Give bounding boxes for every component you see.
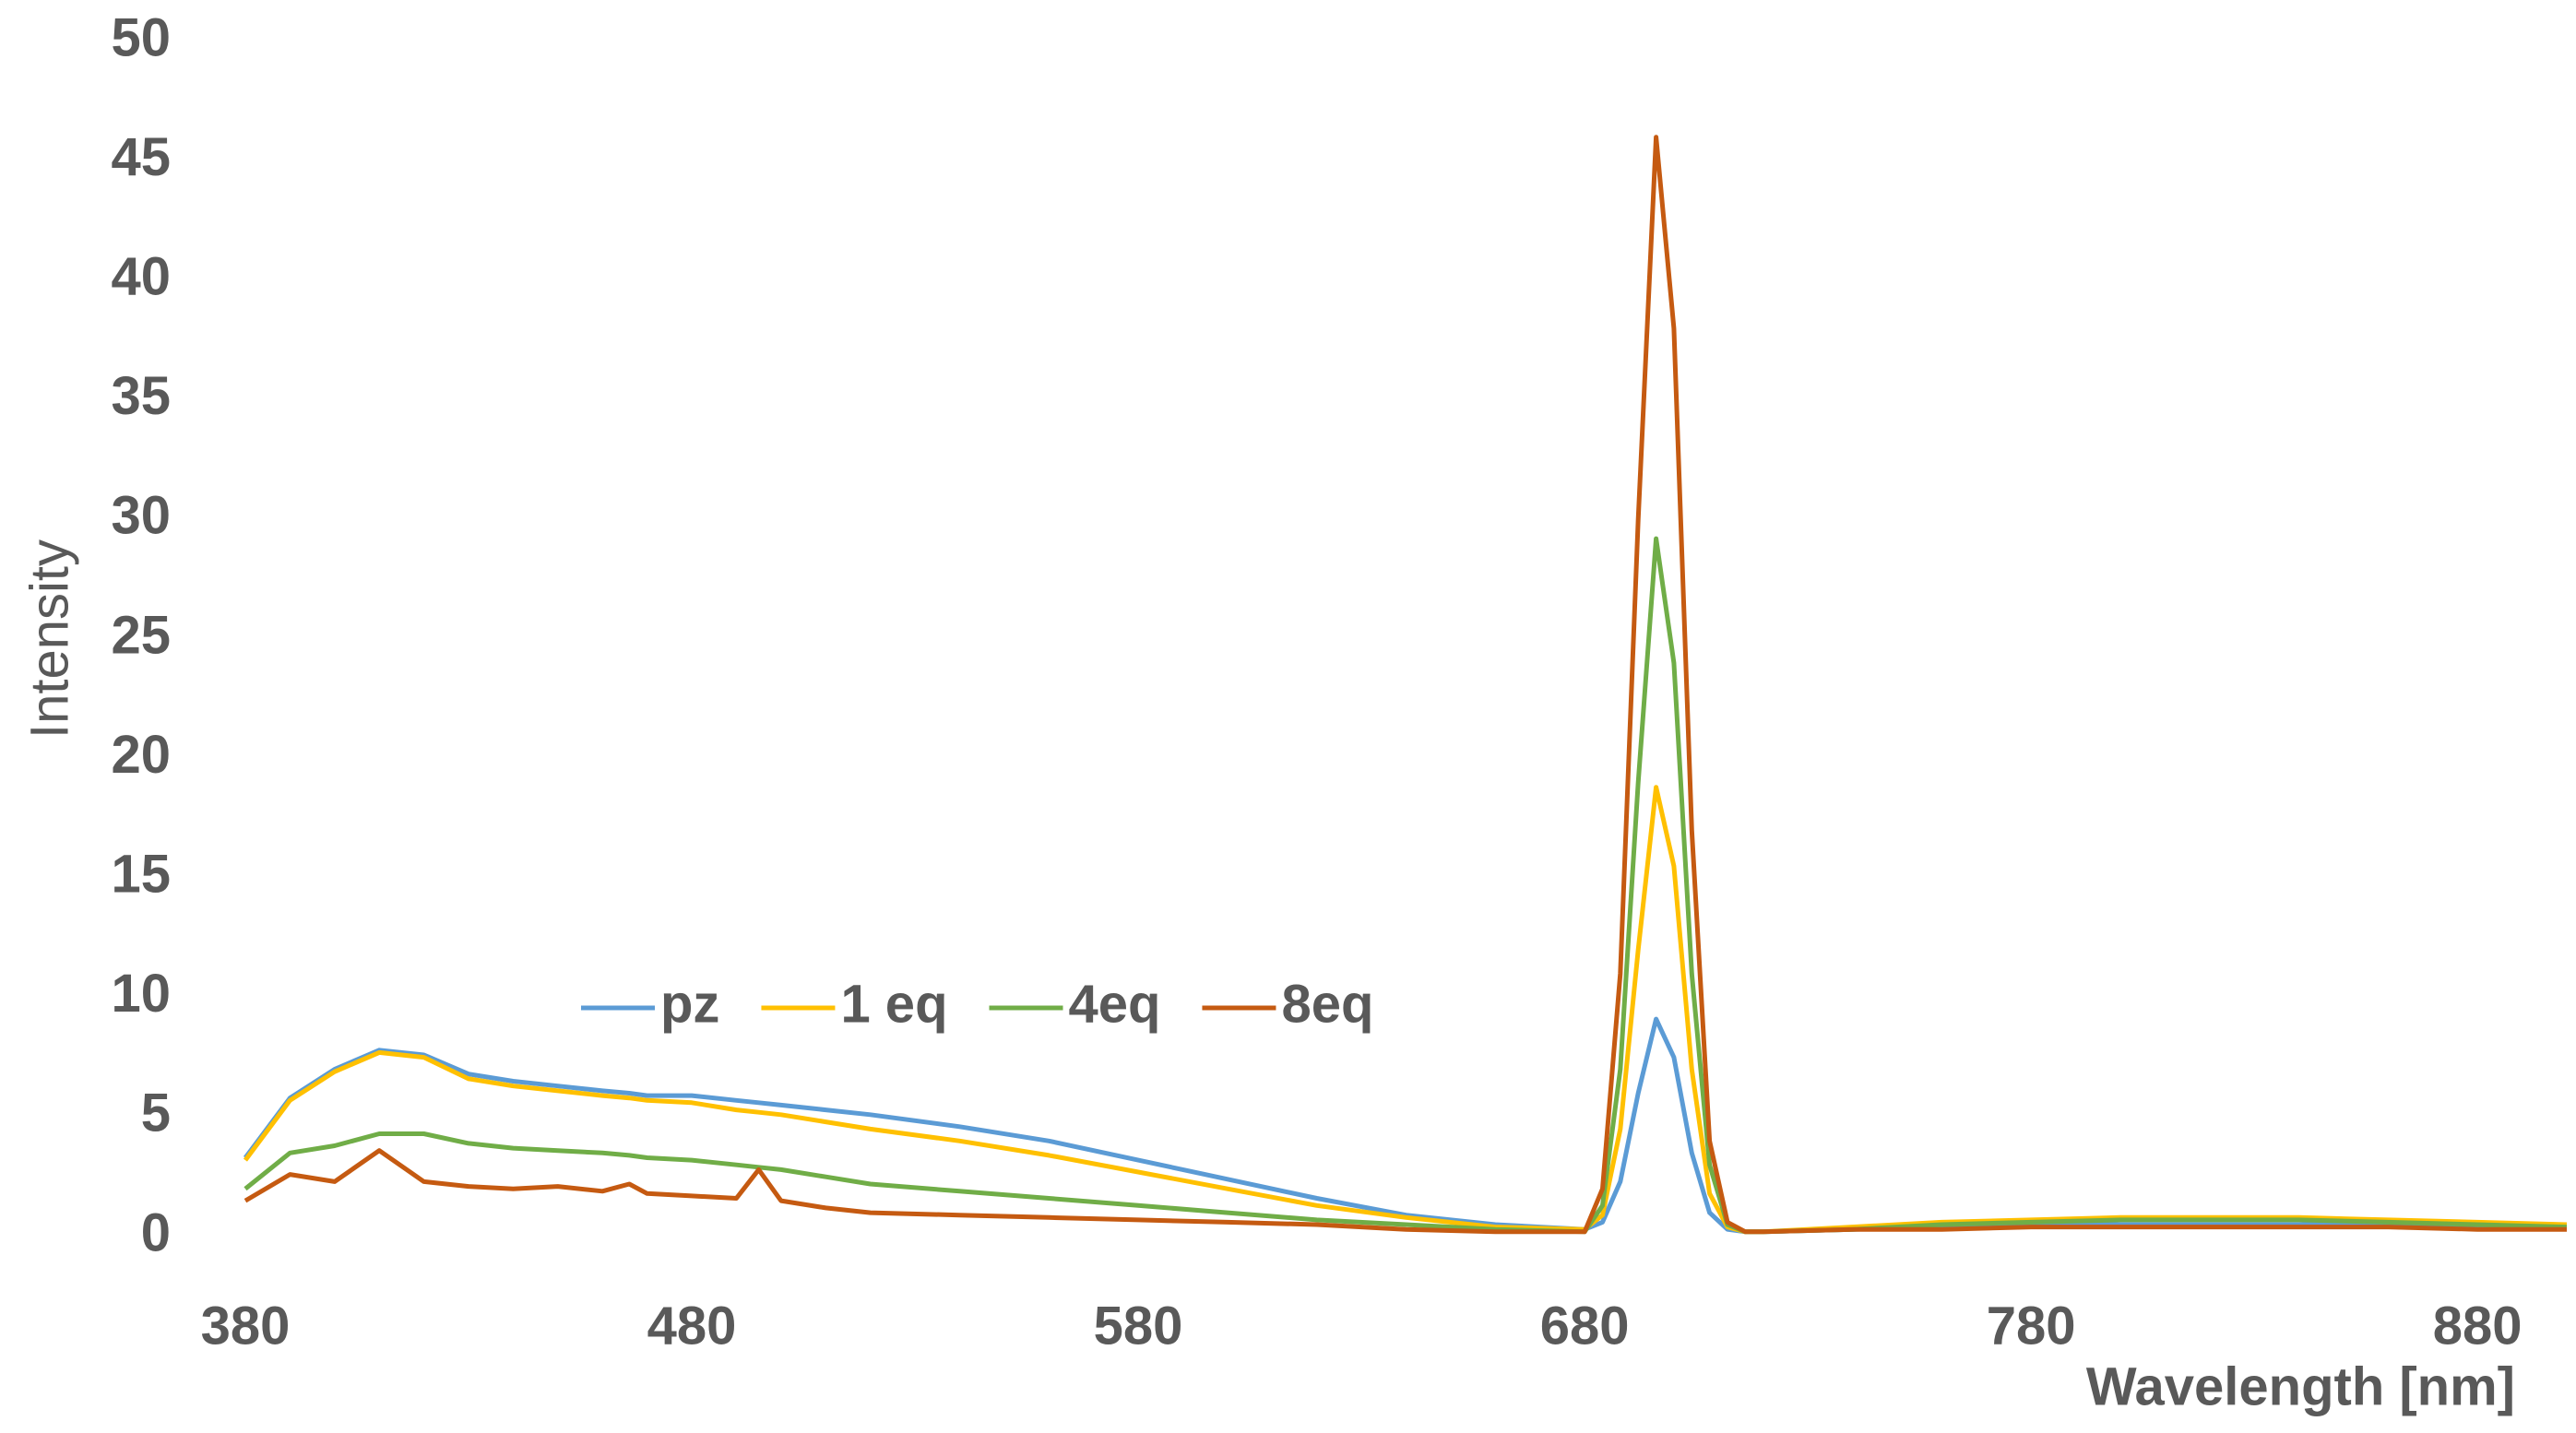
legend-label: 8eq: [1281, 974, 1373, 1034]
y-tick-label: 40: [111, 247, 171, 307]
y-tick-label: 45: [111, 127, 171, 187]
legend-label: 4eq: [1069, 974, 1161, 1034]
legend-label: pz: [660, 974, 719, 1034]
series-line: [243, 785, 2568, 1235]
y-tick-label: 5: [141, 1084, 171, 1143]
x-tick-label: 780: [1987, 1296, 2076, 1356]
y-tick-label: 0: [141, 1202, 171, 1262]
y-tick-label: 50: [111, 7, 171, 67]
y-tick-label: 15: [111, 845, 171, 905]
series-line: [243, 536, 2568, 1235]
y-tick-label: 10: [111, 964, 171, 1024]
y-tick-label: 25: [111, 605, 171, 665]
y-tick-label: 20: [111, 725, 171, 785]
x-tick-label: 480: [647, 1296, 737, 1356]
x-tick-label: 580: [1094, 1296, 1183, 1356]
y-tick-label: 35: [111, 366, 171, 426]
y-axis-title: Intensity: [19, 539, 79, 739]
x-tick-label: 680: [1540, 1296, 1630, 1356]
x-tick-label: 380: [201, 1296, 291, 1356]
series-line: [243, 135, 2567, 1235]
series-line: [243, 1016, 2567, 1235]
legend-label: 1 eq: [840, 974, 947, 1034]
y-tick-label: 30: [111, 486, 171, 546]
x-axis-title: Wavelength [nm]: [2086, 1356, 2515, 1416]
x-tick-label: 880: [2433, 1296, 2523, 1356]
